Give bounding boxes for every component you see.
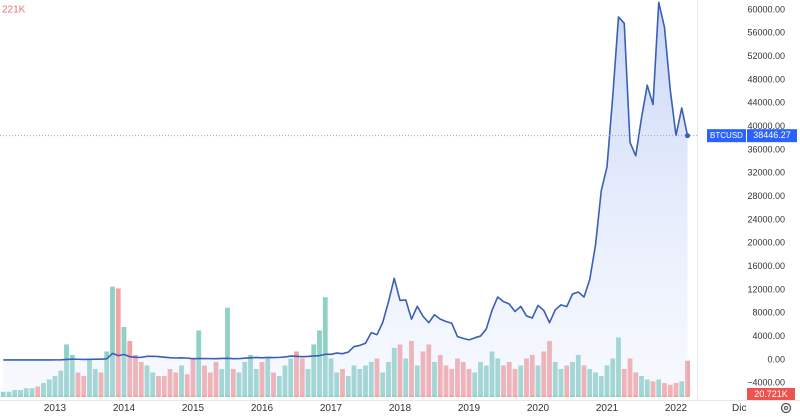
gear-ring <box>780 402 792 414</box>
y-tick-label: 36000.00 <box>747 144 785 154</box>
price-badge <box>747 129 797 143</box>
x-tick-label: 2018 <box>389 403 412 414</box>
settings-icon[interactable] <box>780 402 792 414</box>
y-tick-label: 48000.00 <box>747 74 785 84</box>
x-tick-label: 2015 <box>182 403 205 414</box>
y-tick-label: 8000.00 <box>752 308 785 318</box>
y-tick-label: 28000.00 <box>747 191 785 201</box>
y-tick-label: 0.00 <box>767 354 785 364</box>
volume-badge <box>747 388 795 400</box>
axis-layer: 221K BTCUSD 38446.27 60000.00 56000.00 52000.… <box>2 4 797 414</box>
y-tick-label: 52000.00 <box>747 51 785 61</box>
legend-symbol: BTCUSD <box>710 131 743 140</box>
y-tick-label: 24000.00 <box>747 214 785 224</box>
y-tick-label: 60000.00 <box>747 4 785 14</box>
x-tick-label: 2021 <box>596 403 619 414</box>
y-tick-label: 16000.00 <box>747 261 785 271</box>
price-line <box>3 1 689 361</box>
volume-bar <box>110 286 115 397</box>
y-tick-label: 12000.00 <box>747 284 785 294</box>
y-tick-label: 20000.00 <box>747 238 785 248</box>
price-layer <box>0 1 697 396</box>
volume-scale-label: 221K <box>2 5 26 16</box>
x-tick-label: 2019 <box>458 403 481 414</box>
volume-bar <box>115 288 121 397</box>
y-tick-label: 32000.00 <box>747 168 785 178</box>
y-tick-label: 4000.00 <box>752 331 785 341</box>
x-tick-label: 2013 <box>44 403 67 414</box>
y-tick-label: 40000.00 <box>747 121 785 131</box>
gear-hub <box>783 405 789 411</box>
volume-bar <box>322 297 328 397</box>
y-tick-label: 44000.00 <box>747 98 785 108</box>
symbol-badge <box>707 129 746 143</box>
x-tick-label: 2016 <box>251 403 274 414</box>
last-price-dot <box>685 133 690 139</box>
last-price-label: 38446.27 <box>753 130 791 140</box>
x-tick-label: 2014 <box>113 403 136 414</box>
x-tick-label: 2020 <box>527 403 550 414</box>
volume-last-label: 20.721K <box>754 389 788 399</box>
x-tick-label: 2017 <box>320 403 343 414</box>
price-area <box>3 2 688 396</box>
y-tick-label: 56000.00 <box>747 28 785 38</box>
x-tick-label: Dic <box>732 403 746 414</box>
volume-bar <box>225 307 230 397</box>
x-tick-label: 2022 <box>665 403 688 414</box>
y-tick-label: −4000.00 <box>747 378 785 388</box>
